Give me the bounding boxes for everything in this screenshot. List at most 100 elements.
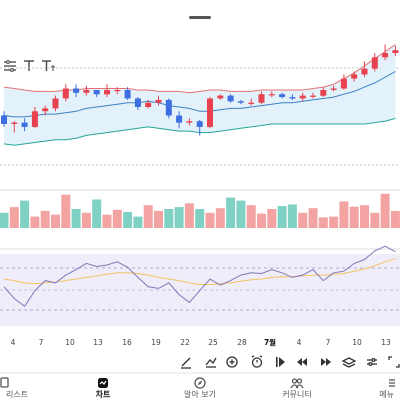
nav-item-label: 차트	[96, 389, 111, 399]
volume-bar	[40, 210, 50, 228]
candle-body	[217, 95, 224, 99]
volume-bar	[380, 193, 390, 228]
candle-body	[330, 88, 337, 90]
fullscreen-icon[interactable]	[388, 356, 400, 368]
candle-body	[11, 122, 18, 124]
volume-bar	[123, 212, 133, 228]
volume-bar	[370, 212, 380, 228]
volume-bar	[174, 207, 184, 228]
nav-item-label: 리스트	[6, 390, 28, 399]
x-tick-label: 13	[381, 338, 391, 347]
candle-body	[62, 88, 69, 99]
candle-body	[371, 57, 378, 69]
volume-bar	[277, 206, 287, 228]
oscillator-line	[3, 245, 396, 308]
volume-bar	[30, 216, 40, 228]
candle-body	[227, 95, 234, 102]
candle-body	[124, 90, 131, 99]
candle-body	[73, 88, 80, 93]
candle-body	[52, 98, 59, 109]
alarm-icon[interactable]	[251, 355, 263, 368]
candle-body	[279, 94, 286, 97]
x-tick-label: 10	[65, 338, 75, 347]
volume-bar	[246, 205, 256, 228]
x-tick-label: 19	[151, 338, 161, 347]
volume-bar	[298, 212, 308, 228]
nav-item-2[interactable]: 알아 보기	[184, 377, 216, 399]
candle-body	[31, 111, 38, 127]
compare-icon[interactable]	[367, 357, 377, 367]
candle-body	[320, 90, 327, 96]
volume-bar	[318, 217, 328, 228]
volume-bar	[20, 200, 30, 228]
x-tick-label: 13	[93, 338, 103, 347]
candle-body	[361, 68, 368, 75]
candle-body	[248, 102, 255, 104]
candle-body	[258, 94, 265, 103]
volume-bar	[267, 209, 277, 228]
play-icon[interactable]	[276, 357, 285, 367]
nav-item-4[interactable]: 메뉴	[379, 379, 395, 399]
nav-item-3[interactable]: 커뮤니티	[282, 378, 312, 399]
nav-item-label: 메뉴	[379, 390, 394, 399]
candle-body	[196, 121, 203, 127]
chart-icon	[98, 378, 108, 388]
volume-bar	[360, 205, 369, 228]
volume-bar	[164, 209, 174, 228]
x-tick-label: 22	[180, 338, 190, 347]
volume-bar	[236, 200, 246, 228]
volume-bar	[308, 208, 318, 228]
bollinger-upper-line	[3, 44, 396, 94]
horizontal-lines-icon[interactable]	[4, 60, 16, 72]
candle-body	[186, 121, 193, 123]
x-tick-label: 4	[11, 338, 16, 347]
volume-pane	[0, 193, 400, 228]
candle-body	[165, 99, 172, 116]
x-tick-label: 7월	[264, 337, 276, 347]
x-tick-label: 10	[352, 338, 362, 347]
candle-body	[176, 115, 183, 123]
forward-icon[interactable]	[321, 358, 331, 366]
rewind-icon[interactable]	[297, 358, 307, 366]
candle-body	[134, 98, 141, 107]
volume-bar	[154, 210, 163, 228]
candle-body	[145, 102, 152, 107]
candle-body	[104, 90, 110, 95]
volume-bar	[205, 212, 215, 228]
candle-body	[310, 95, 316, 97]
candle-body	[268, 94, 275, 96]
volume-bar	[112, 209, 122, 228]
x-tick-label: 4	[297, 338, 302, 347]
volume-bar	[71, 209, 81, 228]
volume-bar	[102, 214, 112, 228]
x-tick-label: 7	[326, 338, 331, 347]
volume-bar	[329, 216, 339, 228]
layers-icon[interactable]	[341, 357, 357, 368]
volume-bar	[257, 213, 266, 228]
list-icon	[0, 377, 9, 388]
nav-item-1[interactable]: 차트	[96, 378, 111, 399]
x-tick-label: 25	[208, 338, 218, 347]
candle-body	[392, 50, 399, 53]
indicator-icon[interactable]	[205, 357, 217, 368]
volume-bar	[184, 203, 194, 228]
candle-body	[83, 90, 90, 93]
pencil-icon[interactable]	[181, 357, 191, 369]
x-tick-label: 7	[39, 338, 44, 347]
text-tool-icon[interactable]	[24, 60, 34, 71]
text-size-icon[interactable]	[42, 60, 55, 71]
candle-body	[155, 99, 162, 103]
oscillator-signal-line	[3, 258, 396, 285]
volume-bar	[0, 212, 9, 228]
volume-bar	[195, 209, 205, 228]
candle-body	[114, 90, 121, 92]
candle-body	[340, 78, 347, 89]
chart-toolbar	[181, 355, 400, 369]
candle-body	[207, 98, 213, 127]
nav-item-0[interactable]: 리스트	[0, 377, 28, 399]
volume-bar	[61, 194, 71, 228]
zoom-in-icon[interactable]	[226, 356, 238, 368]
candle-body	[299, 95, 306, 99]
drag-handle[interactable]	[189, 16, 211, 19]
